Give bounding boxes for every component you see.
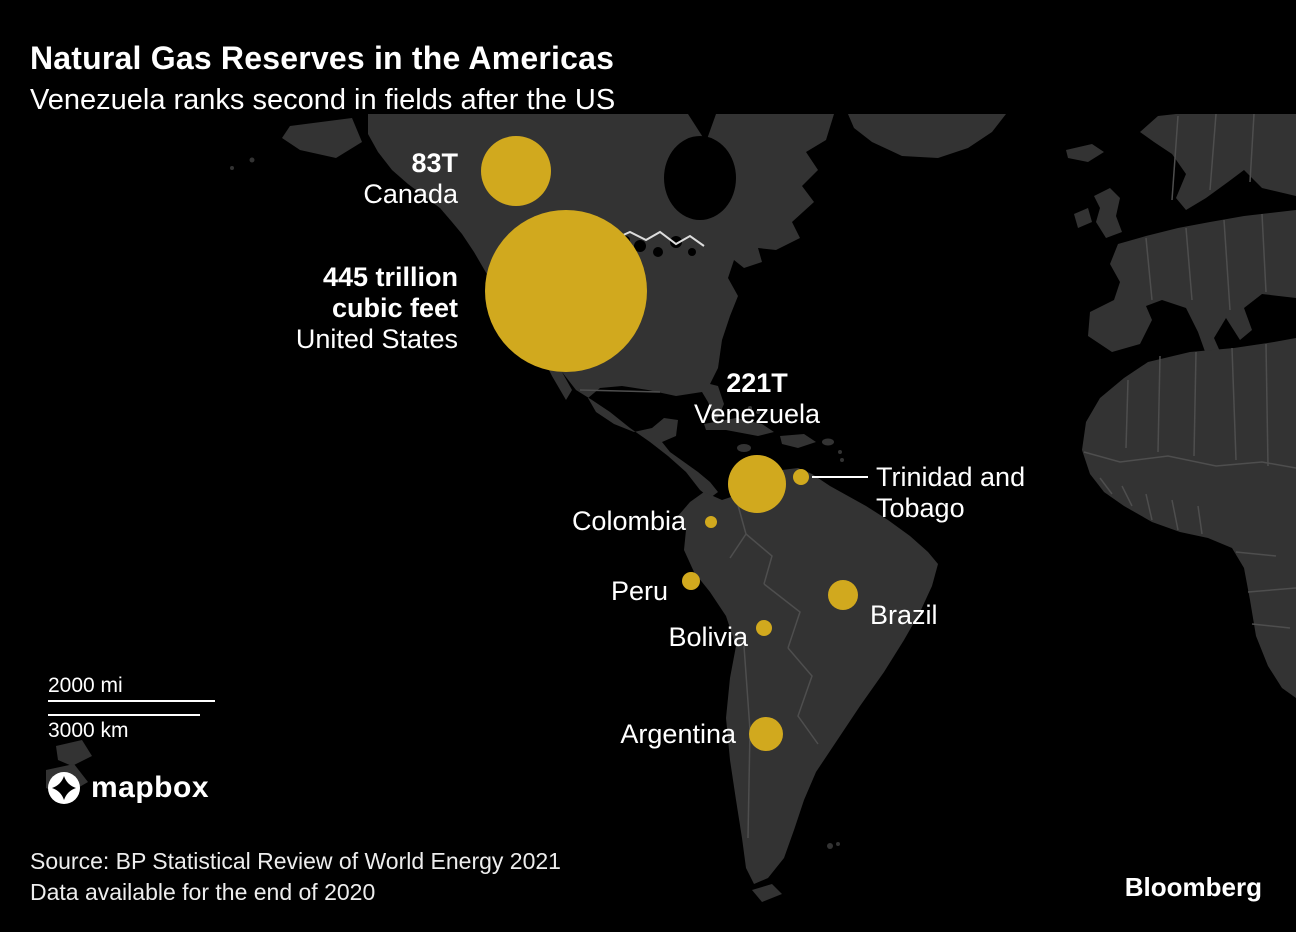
bahamas-island <box>756 410 760 414</box>
bubble-venezuela <box>728 455 786 513</box>
bahamas-island <box>748 406 752 410</box>
label-brazil: Brazil <box>870 600 938 631</box>
jamaica-island <box>737 444 751 452</box>
label-line: Argentina <box>620 719 736 749</box>
aleutian-island <box>230 166 234 170</box>
label-line: 445 trillion <box>322 262 458 292</box>
label-peru: Peru <box>611 576 668 607</box>
mapbox-attribution[interactable]: mapbox <box>46 770 209 806</box>
label-united-states: 445 trillion cubic feet United States <box>296 262 458 355</box>
label-line: Bolivia <box>668 622 748 652</box>
label-line: Peru <box>610 576 668 606</box>
scandinavia-landmass <box>1140 114 1296 210</box>
south-america-landmass <box>678 468 938 884</box>
mapbox-logo-icon <box>48 772 80 804</box>
chart-subtitle: Venezuela ranks second in fields after t… <box>30 84 616 116</box>
falkland-island <box>827 843 833 849</box>
label-line: Trinidad and <box>876 462 1026 492</box>
hudson-strait <box>688 114 716 142</box>
source-line-1: Source: BP Statistical Review of World E… <box>30 848 561 874</box>
puerto-rico-island <box>822 438 834 446</box>
falkland-island <box>836 842 840 846</box>
hispaniola-island <box>780 434 816 448</box>
scale-miles-label: 2000 mi <box>48 674 123 697</box>
label-line: Colombia <box>571 506 686 536</box>
tierra-del-fuego-island <box>752 884 782 902</box>
label-venezuela: 221T Venezuela <box>694 368 820 430</box>
antilles-island <box>840 458 844 462</box>
alaska-landmass <box>282 118 362 158</box>
label-canada: 83T Canada <box>363 148 458 210</box>
bubble-layer <box>481 136 868 751</box>
scale-kilometers-label: 3000 km <box>48 719 129 742</box>
ireland-island <box>1074 208 1092 228</box>
source-note: Source: BP Statistical Review of World E… <box>30 846 561 908</box>
bloomberg-logo: Bloomberg <box>1124 872 1262 902</box>
great-lake <box>688 248 696 256</box>
label-line: Tobago <box>876 493 965 523</box>
hudson-bay <box>664 136 736 220</box>
us-canada-border <box>611 230 705 247</box>
label-line: 83T <box>411 148 458 178</box>
label-line: Brazil <box>870 600 938 630</box>
new-zealand-island <box>56 740 92 766</box>
scale-miles-bar <box>48 700 215 702</box>
label-trinidad-and-tobago: Trinidad and Tobago <box>876 462 1025 524</box>
country-borders <box>579 113 1296 839</box>
label-argentina: Argentina <box>620 719 736 750</box>
great-lake <box>653 247 663 257</box>
britain-island <box>1094 188 1122 238</box>
bubble-trinidad-and-tobago <box>793 469 809 485</box>
aleutian-island <box>249 157 255 163</box>
label-line: Canada <box>363 179 458 209</box>
bubble-argentina <box>749 717 783 751</box>
antilles-island <box>838 450 842 454</box>
africa-landmass <box>1082 338 1296 698</box>
label-colombia: Colombia <box>572 506 686 537</box>
great-lake <box>670 236 682 248</box>
source-line-2: Data available for the end of 2020 <box>30 879 376 905</box>
bubble-brazil <box>828 580 858 610</box>
great-lake <box>634 240 646 252</box>
cuba-island <box>704 418 774 436</box>
chart-title: Natural Gas Reserves in the Americas <box>30 40 615 76</box>
bubble-peru <box>682 572 700 590</box>
label-line: United States <box>295 324 458 354</box>
bubble-colombia <box>705 516 717 528</box>
label-line: cubic feet <box>331 293 458 323</box>
bubble-canada <box>481 136 551 206</box>
greenland-landmass <box>848 114 1006 158</box>
iceland-landmass <box>1066 144 1104 162</box>
mapbox-wordmark: mapbox <box>91 771 210 804</box>
scale-kilometers-bar <box>48 714 200 716</box>
bubble-united-states <box>485 210 647 372</box>
water-features <box>622 114 736 257</box>
label-bolivia: Bolivia <box>668 622 748 653</box>
europe-landmass <box>1088 210 1296 360</box>
label-line: Venezuela <box>693 399 821 429</box>
bubble-bolivia <box>756 620 772 636</box>
label-line: 221T <box>726 368 788 398</box>
